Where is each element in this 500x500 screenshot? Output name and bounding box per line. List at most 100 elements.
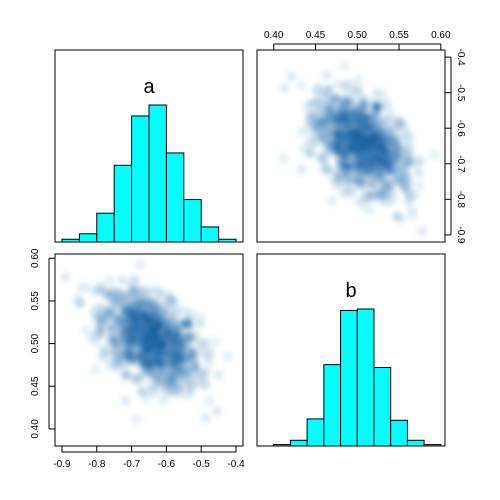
axis-right-a: -0.9 -0.8 -0.7 -0.6 -0.5 -0.4: [445, 48, 466, 244]
density-point: [326, 195, 338, 207]
density-core: [393, 117, 401, 125]
density-core: [163, 324, 171, 332]
density-core: [202, 368, 209, 376]
density-core: [170, 377, 178, 385]
density-point: [295, 79, 307, 91]
axis-bottom-tick-label: -0.6: [158, 459, 176, 470]
axis-left-tick-label: 0.50: [30, 333, 41, 353]
density-core: [125, 346, 133, 354]
axis-top-tick-label: 0.40: [264, 30, 284, 41]
axis-left-tick-label: 0.55: [30, 291, 41, 311]
density-core: [187, 387, 195, 395]
density-core: [313, 97, 321, 105]
density-core: [280, 84, 288, 92]
density-core: [149, 372, 157, 380]
hist-a-bar: [61, 238, 80, 243]
density-core: [353, 88, 361, 96]
hist-a-bar: [113, 164, 133, 243]
density-core: [403, 133, 411, 141]
density-core: [347, 162, 355, 170]
density-core: [149, 363, 157, 371]
density-core: [213, 407, 221, 415]
density-core: [370, 190, 378, 198]
density-core: [107, 324, 115, 332]
density-core: [175, 386, 183, 394]
hist-a-bar: [200, 226, 220, 243]
density-core: [133, 308, 141, 316]
density-core: [165, 331, 173, 339]
density-core: [398, 151, 406, 159]
density-core: [375, 119, 383, 127]
density-core: [418, 227, 426, 235]
density-point: [380, 113, 392, 125]
panel-scatter-upper-border: [256, 49, 446, 243]
density-point: [429, 149, 440, 161]
density-core: [154, 360, 162, 368]
density-core: [416, 156, 424, 164]
density-core: [376, 159, 384, 167]
density-core: [355, 176, 363, 184]
density-core: [390, 175, 398, 183]
density-core: [137, 387, 145, 395]
density-core: [97, 329, 105, 337]
density-core: [393, 143, 400, 151]
density-core: [386, 138, 394, 146]
hist-b-bar: [273, 444, 291, 447]
density-core: [383, 124, 391, 132]
density-core: [297, 166, 305, 174]
density-core: [392, 150, 400, 158]
density-core: [177, 321, 185, 329]
density-core: [152, 323, 160, 331]
density-core: [382, 160, 390, 167]
density-core: [131, 325, 139, 333]
density-core: [389, 158, 397, 166]
density-core: [159, 369, 167, 377]
density-core: [377, 174, 385, 182]
density-core: [353, 157, 361, 164]
axis-top-tick-label: 0.45: [306, 30, 326, 41]
density-core: [352, 110, 360, 118]
density-core: [190, 336, 198, 344]
density-core: [361, 180, 369, 188]
density-core: [321, 138, 329, 146]
density-core: [353, 146, 360, 154]
density-core: [377, 165, 385, 173]
density-point: [222, 350, 234, 362]
density-point: [313, 106, 325, 118]
density-core: [112, 338, 120, 346]
density-core: [177, 347, 184, 355]
density-core: [145, 287, 153, 294]
density-core: [170, 337, 178, 344]
density-core: [369, 124, 377, 132]
density-core: [356, 117, 364, 125]
density-core: [161, 318, 169, 326]
density-core: [153, 289, 161, 296]
panel-hist-a: a: [54, 49, 244, 243]
density-core: [346, 110, 354, 118]
hist-b-bar: [423, 444, 442, 447]
axis-right-tick-label: -0.8: [455, 191, 466, 209]
density-core: [357, 96, 365, 104]
hist-a-bar: [148, 104, 167, 243]
density-core: [415, 170, 423, 177]
density-core: [332, 150, 340, 158]
axis-top-b: 0.40 0.45 0.50 0.55 0.60: [264, 30, 451, 50]
density-core: [129, 316, 136, 324]
axis-bottom-tick-label: -0.5: [193, 459, 211, 470]
density-core: [192, 362, 200, 370]
panel-scatter-lower-border: [54, 253, 244, 447]
lower-density: [60, 259, 234, 425]
density-core: [361, 122, 369, 130]
density-core: [158, 341, 166, 348]
hist-a-bar: [218, 238, 237, 243]
density-core: [189, 381, 197, 389]
density-point: [413, 180, 425, 192]
axis-bottom-tick-label: -0.7: [123, 459, 141, 470]
density-core: [347, 139, 355, 147]
density-core: [137, 300, 145, 308]
density-core: [144, 300, 152, 307]
density-core: [377, 137, 385, 144]
density-core: [372, 89, 380, 97]
density-core: [131, 287, 139, 295]
density-point: [134, 259, 146, 271]
